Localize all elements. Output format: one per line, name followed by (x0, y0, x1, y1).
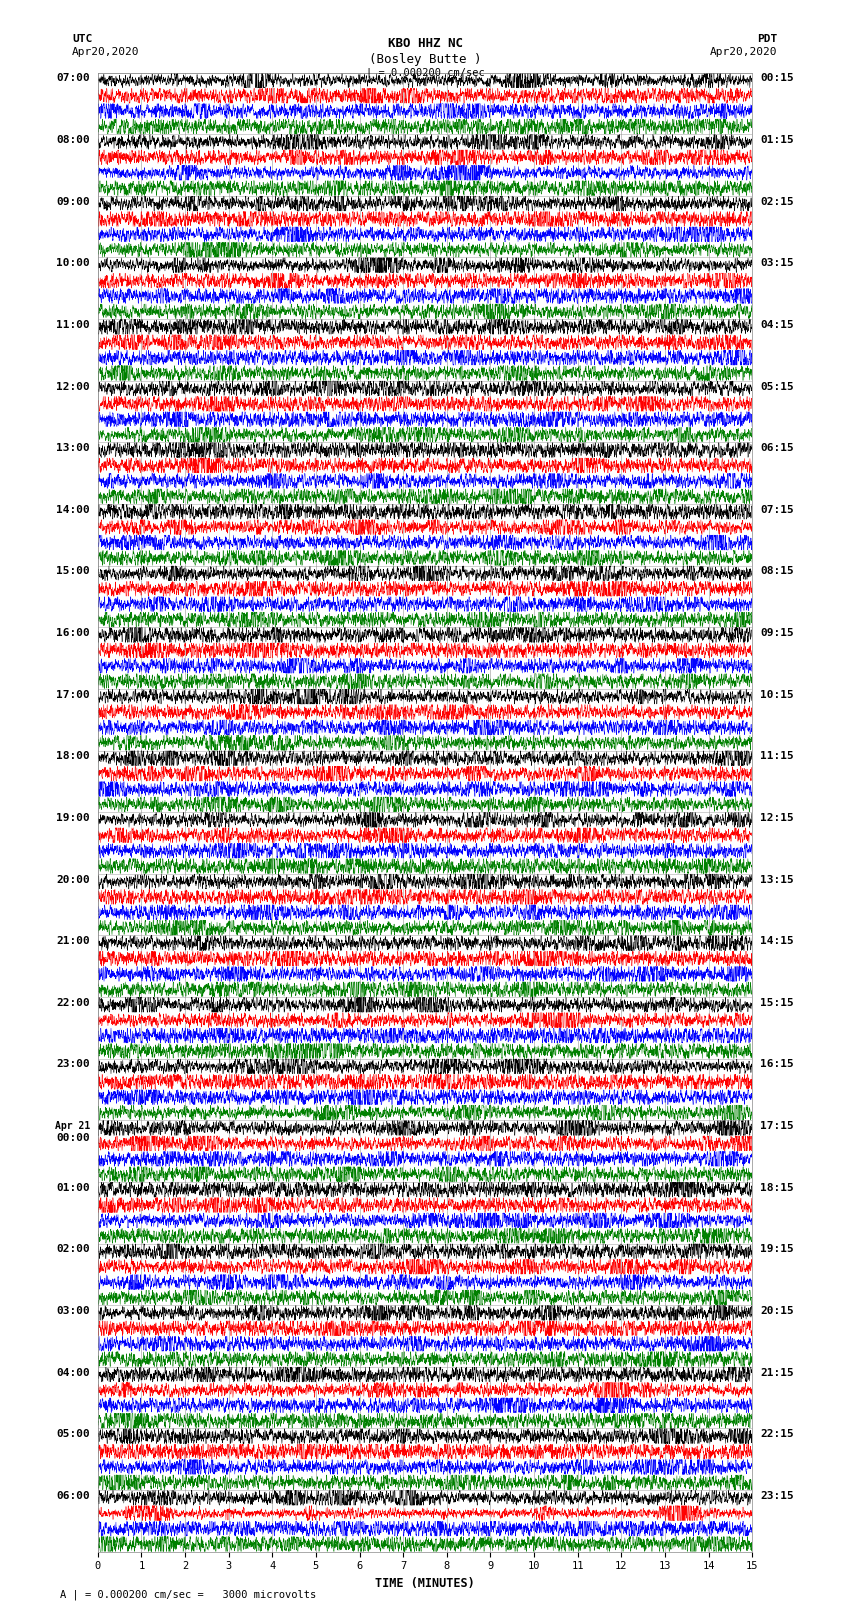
Text: | = 0.000200 cm/sec: | = 0.000200 cm/sec (366, 68, 484, 79)
Text: 11:15: 11:15 (760, 752, 794, 761)
Text: 07:15: 07:15 (760, 505, 794, 515)
Text: 13:15: 13:15 (760, 874, 794, 884)
Text: (Bosley Butte ): (Bosley Butte ) (369, 53, 481, 66)
Text: 20:15: 20:15 (760, 1307, 794, 1316)
Text: 14:15: 14:15 (760, 936, 794, 947)
Text: 20:00: 20:00 (56, 874, 90, 884)
Text: 06:15: 06:15 (760, 444, 794, 453)
Text: 18:00: 18:00 (56, 752, 90, 761)
Text: 21:00: 21:00 (56, 936, 90, 947)
Text: 08:00: 08:00 (56, 135, 90, 145)
Text: 18:15: 18:15 (760, 1182, 794, 1192)
Text: 06:00: 06:00 (56, 1490, 90, 1500)
Text: PDT: PDT (757, 34, 778, 44)
Text: 09:00: 09:00 (56, 197, 90, 206)
Text: 07:00: 07:00 (56, 73, 90, 84)
Text: 12:15: 12:15 (760, 813, 794, 823)
Text: 17:00: 17:00 (56, 690, 90, 700)
Text: 02:15: 02:15 (760, 197, 794, 206)
Text: A | = 0.000200 cm/sec =   3000 microvolts: A | = 0.000200 cm/sec = 3000 microvolts (60, 1589, 315, 1600)
Text: 03:00: 03:00 (56, 1307, 90, 1316)
Text: 11:00: 11:00 (56, 319, 90, 331)
Text: 17:15: 17:15 (760, 1121, 794, 1131)
Text: 09:15: 09:15 (760, 627, 794, 639)
Text: Apr 21: Apr 21 (54, 1121, 90, 1131)
Text: 15:00: 15:00 (56, 566, 90, 576)
Text: 02:00: 02:00 (56, 1244, 90, 1255)
Text: 19:00: 19:00 (56, 813, 90, 823)
Text: 00:00: 00:00 (56, 1134, 90, 1144)
Text: 22:00: 22:00 (56, 998, 90, 1008)
Text: 22:15: 22:15 (760, 1429, 794, 1439)
X-axis label: TIME (MINUTES): TIME (MINUTES) (375, 1578, 475, 1590)
Text: 05:00: 05:00 (56, 1429, 90, 1439)
Text: 01:15: 01:15 (760, 135, 794, 145)
Text: 10:15: 10:15 (760, 690, 794, 700)
Text: 00:15: 00:15 (760, 73, 794, 84)
Text: 21:15: 21:15 (760, 1368, 794, 1378)
Text: UTC: UTC (72, 34, 93, 44)
Text: 12:00: 12:00 (56, 382, 90, 392)
Text: Apr20,2020: Apr20,2020 (72, 47, 139, 56)
Text: 03:15: 03:15 (760, 258, 794, 268)
Text: 13:00: 13:00 (56, 444, 90, 453)
Text: 23:15: 23:15 (760, 1490, 794, 1500)
Text: 10:00: 10:00 (56, 258, 90, 268)
Text: 14:00: 14:00 (56, 505, 90, 515)
Text: 16:15: 16:15 (760, 1060, 794, 1069)
Text: 01:00: 01:00 (56, 1182, 90, 1192)
Text: 16:00: 16:00 (56, 627, 90, 639)
Text: 08:15: 08:15 (760, 566, 794, 576)
Text: Apr20,2020: Apr20,2020 (711, 47, 778, 56)
Text: 23:00: 23:00 (56, 1060, 90, 1069)
Text: KBO HHZ NC: KBO HHZ NC (388, 37, 462, 50)
Text: 19:15: 19:15 (760, 1244, 794, 1255)
Text: 05:15: 05:15 (760, 382, 794, 392)
Text: 04:00: 04:00 (56, 1368, 90, 1378)
Text: 15:15: 15:15 (760, 998, 794, 1008)
Text: 04:15: 04:15 (760, 319, 794, 331)
